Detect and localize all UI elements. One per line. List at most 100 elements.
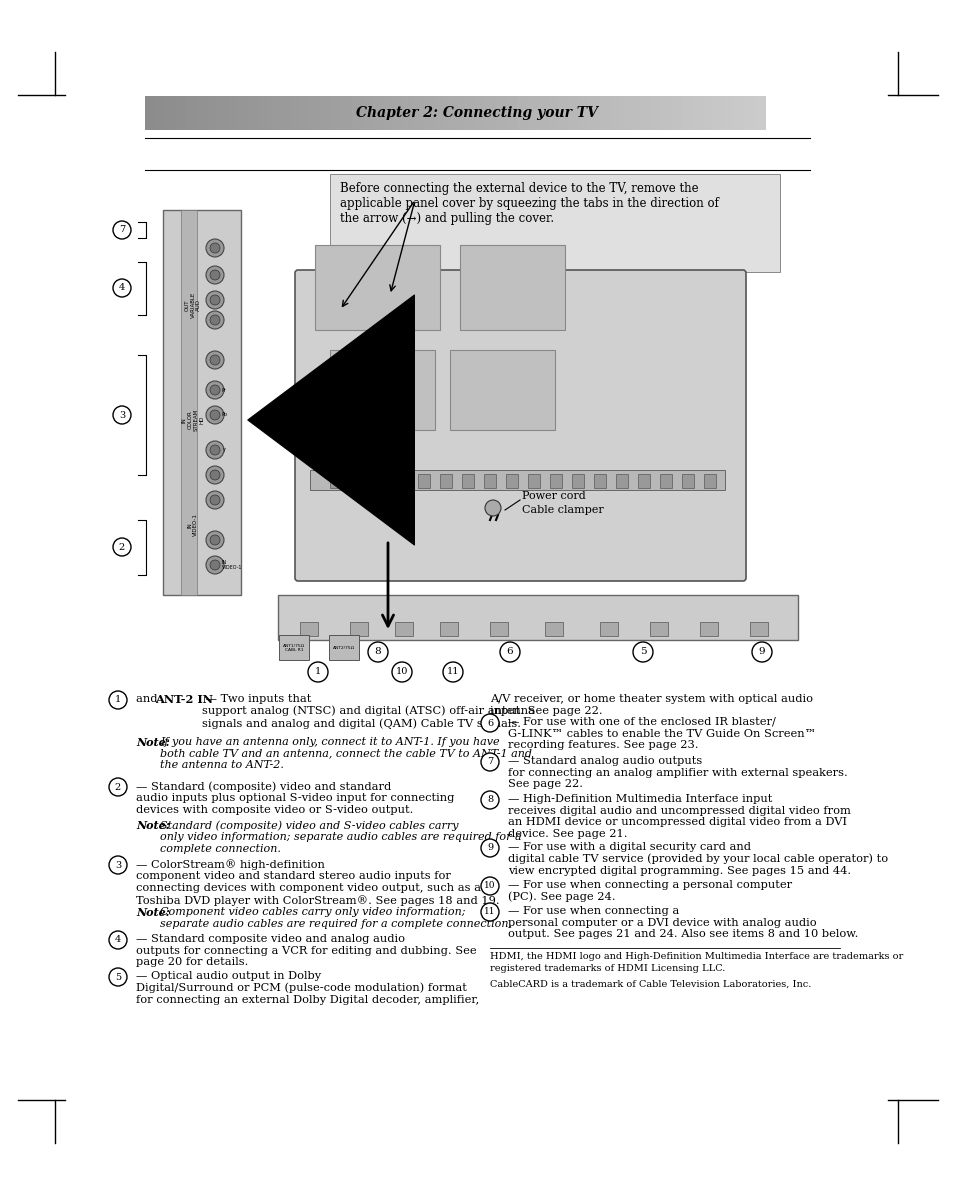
Bar (649, 622, 667, 636)
FancyBboxPatch shape (330, 174, 780, 272)
Text: Standard (composite) video and S-video cables carry
only video information; sepa: Standard (composite) video and S-video c… (160, 820, 521, 854)
Text: 4: 4 (119, 284, 125, 292)
Bar (638, 474, 649, 488)
Bar (417, 474, 430, 488)
Circle shape (112, 279, 131, 297)
Bar (713, 95, 723, 130)
Text: Note:: Note: (136, 737, 170, 748)
Bar (558, 95, 569, 130)
Bar (217, 95, 228, 130)
Text: Pb: Pb (222, 413, 228, 418)
Text: and: and (136, 694, 161, 704)
Circle shape (484, 500, 500, 517)
Bar (175, 95, 187, 130)
Bar (599, 622, 618, 636)
Bar (589, 95, 599, 130)
Text: ANT2/75Ω: ANT2/75Ω (333, 645, 355, 650)
Circle shape (206, 441, 224, 459)
Bar (403, 95, 414, 130)
Bar (483, 474, 496, 488)
Bar (485, 95, 497, 130)
FancyBboxPatch shape (450, 350, 555, 429)
Circle shape (109, 778, 127, 796)
Text: — Standard composite video and analog audio
outputs for connecting a VCR for edi: — Standard composite video and analog au… (136, 934, 476, 968)
Circle shape (112, 221, 131, 239)
Circle shape (206, 239, 224, 256)
Bar (754, 95, 764, 130)
Circle shape (480, 839, 498, 857)
Circle shape (206, 381, 224, 398)
Text: — Optical audio output in Dolby
Digital/Surround or PCM (pulse-code modulation) : — Optical audio output in Dolby Digital/… (136, 971, 478, 1005)
Circle shape (210, 445, 220, 455)
Text: — Standard analog audio outputs
for connecting an analog amplifier with external: — Standard analog audio outputs for conn… (507, 756, 847, 790)
Circle shape (109, 968, 127, 985)
Circle shape (206, 311, 224, 329)
Bar (702, 95, 713, 130)
Bar (490, 622, 507, 636)
Circle shape (480, 791, 498, 809)
Bar (465, 95, 476, 130)
Circle shape (206, 406, 224, 424)
Circle shape (206, 291, 224, 309)
Bar (372, 95, 383, 130)
Text: If you have an antenna only, connect it to ANT-1. If you have
both cable TV and : If you have an antenna only, connect it … (160, 737, 532, 771)
Text: Power cord: Power cord (521, 492, 585, 501)
Bar (330, 474, 341, 488)
Bar (393, 95, 403, 130)
Text: 4: 4 (114, 935, 121, 945)
Bar (374, 474, 386, 488)
Bar (395, 622, 413, 636)
Text: — For use with one of the enclosed IR blaster/
G-LINK™ cables to enable the TV G: — For use with one of the enclosed IR bl… (507, 717, 815, 750)
Text: 6: 6 (506, 648, 513, 656)
Bar (496, 95, 507, 130)
Text: 1: 1 (114, 696, 121, 705)
Bar (547, 95, 558, 130)
Bar (619, 95, 631, 130)
Bar (439, 622, 457, 636)
Bar (461, 474, 474, 488)
Bar (278, 635, 309, 660)
Circle shape (206, 531, 224, 549)
FancyBboxPatch shape (310, 470, 724, 490)
Bar (155, 95, 166, 130)
Circle shape (442, 662, 462, 682)
Bar (681, 474, 693, 488)
Text: IN
VIDEO-1: IN VIDEO-1 (222, 560, 242, 570)
Bar (594, 474, 605, 488)
Bar (329, 635, 358, 660)
Circle shape (210, 356, 220, 365)
Text: 10: 10 (395, 668, 408, 676)
Bar (331, 95, 341, 130)
Text: 8: 8 (486, 796, 493, 804)
Text: 5: 5 (114, 972, 121, 982)
Text: 2: 2 (119, 543, 125, 551)
Bar (537, 95, 548, 130)
Text: 7: 7 (486, 758, 493, 766)
Bar (228, 95, 238, 130)
Bar (572, 474, 583, 488)
Text: IN
COLOR
STREAM
HD: IN COLOR STREAM HD (182, 409, 204, 431)
Bar (186, 95, 197, 130)
Bar (439, 474, 452, 488)
Bar (640, 95, 651, 130)
FancyBboxPatch shape (163, 210, 241, 595)
Circle shape (368, 642, 388, 662)
Text: 5: 5 (639, 648, 645, 656)
Bar (258, 95, 269, 130)
Bar (320, 95, 331, 130)
Text: Component video cables carry only video information;
separate audio cables are r: Component video cables carry only video … (160, 907, 512, 928)
Text: 6: 6 (486, 718, 493, 728)
Text: 10: 10 (484, 882, 496, 890)
Bar (423, 95, 435, 130)
Circle shape (210, 295, 220, 305)
Bar (444, 95, 455, 130)
Circle shape (206, 351, 224, 369)
Text: Y: Y (222, 447, 225, 452)
Circle shape (206, 556, 224, 574)
Text: A/V receiver, or home theater system with optical audio
input. See page 22.: A/V receiver, or home theater system wit… (490, 694, 812, 716)
Bar (290, 95, 300, 130)
Bar (395, 474, 408, 488)
Circle shape (112, 406, 131, 424)
Bar (743, 95, 755, 130)
Circle shape (480, 877, 498, 895)
